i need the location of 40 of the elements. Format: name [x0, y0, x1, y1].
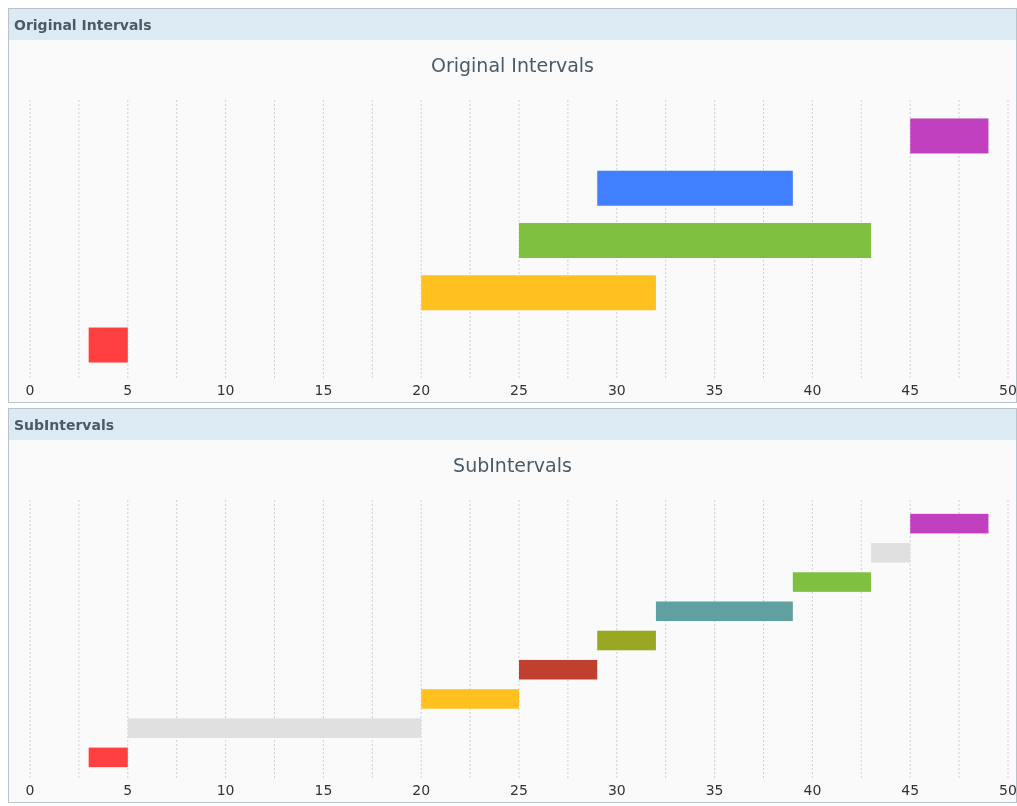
- bar: [910, 513, 989, 534]
- bar: [655, 601, 793, 622]
- x-tick-label: 25: [510, 382, 528, 398]
- x-tick-label: 15: [314, 382, 333, 398]
- x-tick-label: 35: [705, 782, 724, 798]
- x-tick-label: 35: [705, 382, 724, 398]
- bar: [421, 689, 519, 709]
- chart-title: Original Intervals: [14, 17, 152, 33]
- bar: [910, 118, 989, 154]
- bar: [871, 543, 911, 563]
- x-tick-label: 50: [999, 782, 1017, 798]
- x-tick-label: 10: [216, 782, 235, 798]
- bar: [597, 170, 793, 206]
- chart-title: SubIntervals: [14, 417, 115, 433]
- x-tick-label: 0: [25, 382, 35, 398]
- bar: [792, 572, 872, 592]
- bar: [421, 275, 656, 311]
- chart-subtitle: Original Intervals: [430, 54, 595, 76]
- x-tick-label: 20: [412, 782, 431, 798]
- bar: [519, 659, 598, 680]
- x-tick-label: 45: [901, 382, 920, 398]
- bar: [127, 718, 422, 738]
- bar: [88, 327, 128, 363]
- x-tick-label: 40: [803, 782, 822, 798]
- x-tick-label: 0: [25, 782, 35, 798]
- x-tick-label: 5: [123, 782, 133, 798]
- bar: [519, 222, 872, 259]
- x-tick-label: 30: [607, 782, 626, 798]
- x-tick-label: 10: [216, 382, 235, 398]
- x-tick-label: 25: [510, 782, 528, 798]
- x-tick-label: 5: [123, 382, 133, 398]
- x-tick-label: 40: [803, 382, 822, 398]
- x-tick-label: 50: [999, 382, 1017, 398]
- chart-subtitle: SubIntervals: [453, 454, 572, 476]
- x-tick-label: 15: [314, 782, 333, 798]
- x-tick-label: 30: [607, 382, 626, 398]
- bar: [597, 630, 656, 651]
- bar: [88, 747, 128, 768]
- x-tick-label: 20: [412, 382, 431, 398]
- x-tick-label: 45: [901, 782, 920, 798]
